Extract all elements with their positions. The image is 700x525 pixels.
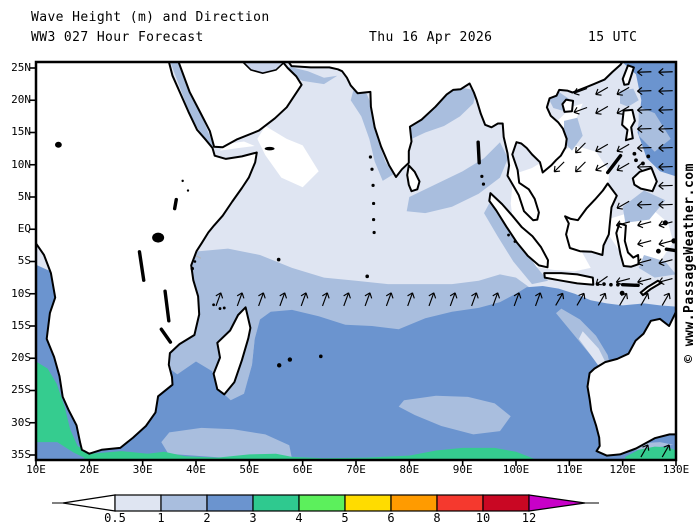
colorbar-segment [344, 494, 392, 512]
lon-tick-label: 120E [609, 463, 636, 476]
forecast-time: 15 UTC [588, 30, 638, 45]
colorbar-tick-label: 3 [249, 511, 257, 525]
lat-tick-label: 20S [11, 351, 31, 365]
colorbar-tick-label: 6 [387, 511, 395, 525]
lon-tick-label: 90E [452, 463, 473, 476]
lat-tick-label: 10S [11, 286, 31, 300]
lon-tick-label: 60E [292, 463, 313, 476]
watermark-text: © www.PassageWeather.com [682, 163, 697, 363]
colorbar-tick-label: 10 [475, 511, 491, 525]
colorbar-tick-label: 0.5 [104, 511, 126, 525]
lat-tick-label: 15S [11, 318, 31, 332]
colorbar-tick-label: 12 [521, 511, 537, 525]
colorbar-tick-label: 1 [157, 511, 165, 525]
colorbar-tick-label: 5 [341, 511, 349, 525]
lat-tick-label: 5N [17, 189, 31, 203]
map-canvas [30, 60, 678, 466]
page-title: Wave Height (m) and Direction [31, 10, 270, 25]
lat-tick-label: 15N [11, 125, 31, 139]
land-layer [36, 62, 676, 457]
colorbar-under-arrow [62, 494, 116, 512]
lat-tick-label: 30S [11, 415, 31, 429]
wave-direction-arrows [215, 68, 673, 458]
map-layers [36, 62, 676, 460]
lon-tick-label: 50E [239, 463, 260, 476]
colorbar-segment [298, 494, 346, 512]
colorbar-tick-label: 8 [433, 511, 441, 525]
colorbar-segment [482, 494, 530, 512]
lon-tick-label: 70E [346, 463, 366, 476]
lon-tick-label: 100E [502, 463, 530, 476]
colorbar-segment [436, 494, 484, 512]
lon-tick-label: 130E [662, 463, 690, 476]
lon-tick-label: 80E [399, 463, 420, 476]
lon-tick-label: 30E [132, 463, 153, 476]
forecast-label: WW3 027 Hour Forecast [31, 30, 204, 45]
colorbar-segment [114, 494, 162, 512]
colorbar-tick-label: 4 [295, 511, 303, 525]
forecast-date: Thu 16 Apr 2026 [369, 30, 493, 45]
lat-tick-label: 10N [11, 157, 31, 171]
colorbar-tick-label: 2 [203, 511, 211, 525]
colorbar-segment [252, 494, 300, 512]
lat-tick-label: 5S [17, 254, 31, 268]
lat-tick-label: 20N [11, 93, 31, 107]
colorbar-over-arrow [528, 494, 586, 512]
lon-tick-label: 110E [556, 463, 583, 476]
lat-tick-label: 25N [11, 60, 31, 74]
lon-tick-label: 20E [79, 463, 100, 476]
colorbar-segment [160, 494, 208, 512]
lat-tick-label: 35S [11, 447, 31, 461]
axis-ticks [30, 67, 677, 466]
colorbar-segment [206, 494, 254, 512]
colorbar-segment [390, 494, 438, 512]
lon-tick-label: 10E [26, 463, 46, 476]
lat-tick-label: 25S [11, 383, 31, 397]
lon-tick-label: 40E [186, 463, 206, 476]
wave-height-colorbar [52, 494, 599, 512]
lat-tick-label: EQ [17, 222, 31, 236]
